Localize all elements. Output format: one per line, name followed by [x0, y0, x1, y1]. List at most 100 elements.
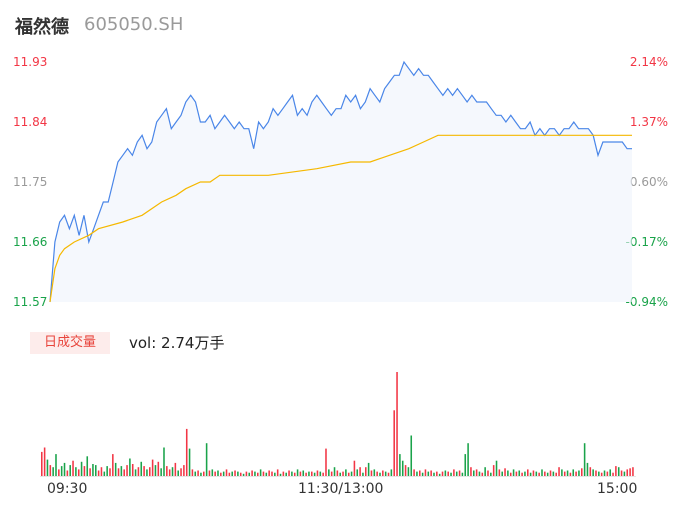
volume-bar — [407, 467, 410, 476]
volume-bar — [563, 471, 566, 476]
volume-bar — [140, 461, 143, 476]
volume-bar — [504, 468, 506, 476]
volume-bar — [188, 448, 191, 476]
volume-bar — [205, 443, 208, 476]
volume-bar — [49, 465, 52, 476]
volume-bar — [581, 468, 583, 476]
volume-bar — [342, 471, 344, 476]
volume-bar — [112, 454, 114, 476]
volume-bar — [245, 471, 248, 476]
volume-bar — [370, 470, 373, 476]
volume-bar — [339, 472, 341, 476]
volume-bar — [83, 466, 86, 476]
volume-bar — [416, 471, 418, 476]
volume-bar — [58, 469, 60, 476]
volume-bar — [450, 472, 452, 476]
volume-bar — [620, 470, 623, 476]
volume-bar — [629, 468, 631, 476]
volume-bar — [183, 465, 185, 476]
volume-bar — [382, 470, 384, 476]
price-axis-label: 11.75 — [13, 175, 47, 189]
volume-bar — [41, 451, 43, 476]
volume-bar — [46, 459, 49, 476]
volume-bar — [191, 469, 194, 476]
volume-bar — [92, 464, 94, 476]
volume-bar — [163, 447, 165, 476]
volume-bar — [384, 471, 387, 476]
volume-bar — [194, 471, 197, 476]
volume-bar — [379, 472, 381, 476]
volume-bar — [606, 471, 609, 476]
volume-bar — [66, 470, 69, 476]
volume-bar — [103, 471, 106, 476]
volume-bar — [89, 468, 91, 476]
pct-axis-label: 1.37% — [630, 115, 668, 129]
volume-bar — [160, 468, 162, 476]
volume-bar — [600, 472, 603, 476]
volume-bar — [131, 464, 134, 476]
volume-bar — [603, 470, 606, 476]
pct-axis-label: -0.94% — [626, 295, 668, 309]
volume-bar — [401, 460, 404, 476]
volume-bar — [251, 470, 253, 476]
volume-bar — [617, 467, 620, 476]
volume-bar — [276, 469, 279, 476]
volume-bar — [518, 470, 521, 476]
volume-bar — [168, 469, 171, 476]
price-axis-label: 11.93 — [13, 55, 47, 69]
volume-bar — [609, 469, 611, 476]
volume-bar — [509, 472, 512, 476]
volume-bar — [217, 470, 219, 476]
volume-bar — [279, 473, 282, 476]
volume-bar — [498, 469, 501, 476]
volume-bar — [569, 472, 572, 476]
volume-bar — [359, 467, 361, 476]
volume-bar — [524, 471, 526, 476]
volume-bar — [43, 447, 46, 476]
volume-bar — [305, 472, 307, 476]
volume-bar — [265, 472, 268, 476]
volume-bar — [487, 470, 489, 476]
volume-bar — [211, 469, 214, 476]
volume-bar — [254, 471, 256, 476]
volume-bar — [544, 471, 546, 476]
volume-bar — [464, 454, 467, 476]
price-area-fill — [50, 62, 632, 302]
volume-bar — [325, 448, 327, 476]
x-tick-open: 09:30 — [47, 481, 88, 497]
volume-bar — [208, 470, 211, 476]
volume-bar — [586, 462, 589, 476]
average-line — [49, 134, 632, 303]
volume-bar — [69, 465, 71, 476]
volume-bar — [285, 472, 287, 476]
volume-bar — [512, 469, 515, 476]
volume-bar — [413, 469, 415, 476]
volume-bar — [220, 472, 222, 476]
volume-bar — [117, 468, 120, 476]
volume-bar — [149, 467, 151, 476]
volume-bar — [353, 460, 356, 476]
volume-legend-badge: 日成交量 — [30, 332, 110, 354]
volume-bar — [288, 470, 290, 476]
volume-bar — [86, 456, 89, 476]
volume-bar — [313, 472, 316, 476]
volume-bar — [274, 472, 276, 476]
volume-bar — [404, 465, 407, 476]
volume-bar — [129, 458, 131, 476]
volume-bar — [444, 470, 447, 476]
volume-bar — [137, 467, 140, 476]
volume-bar — [151, 459, 154, 476]
volume-bar — [234, 470, 236, 476]
volume-bar — [521, 472, 523, 476]
volume-bar — [424, 469, 427, 476]
volume-bar — [467, 443, 469, 476]
volume-bar — [356, 469, 359, 476]
volume-bar — [143, 466, 145, 476]
volume-bar — [532, 470, 535, 476]
volume-bar — [578, 470, 580, 476]
x-tick-midday: 11:30/13:00 — [298, 481, 384, 497]
volume-bar — [345, 469, 347, 476]
volume-bar — [350, 471, 353, 476]
x-tick-close: 15:00 — [597, 481, 638, 497]
price-axis-label: 11.66 — [13, 235, 47, 249]
